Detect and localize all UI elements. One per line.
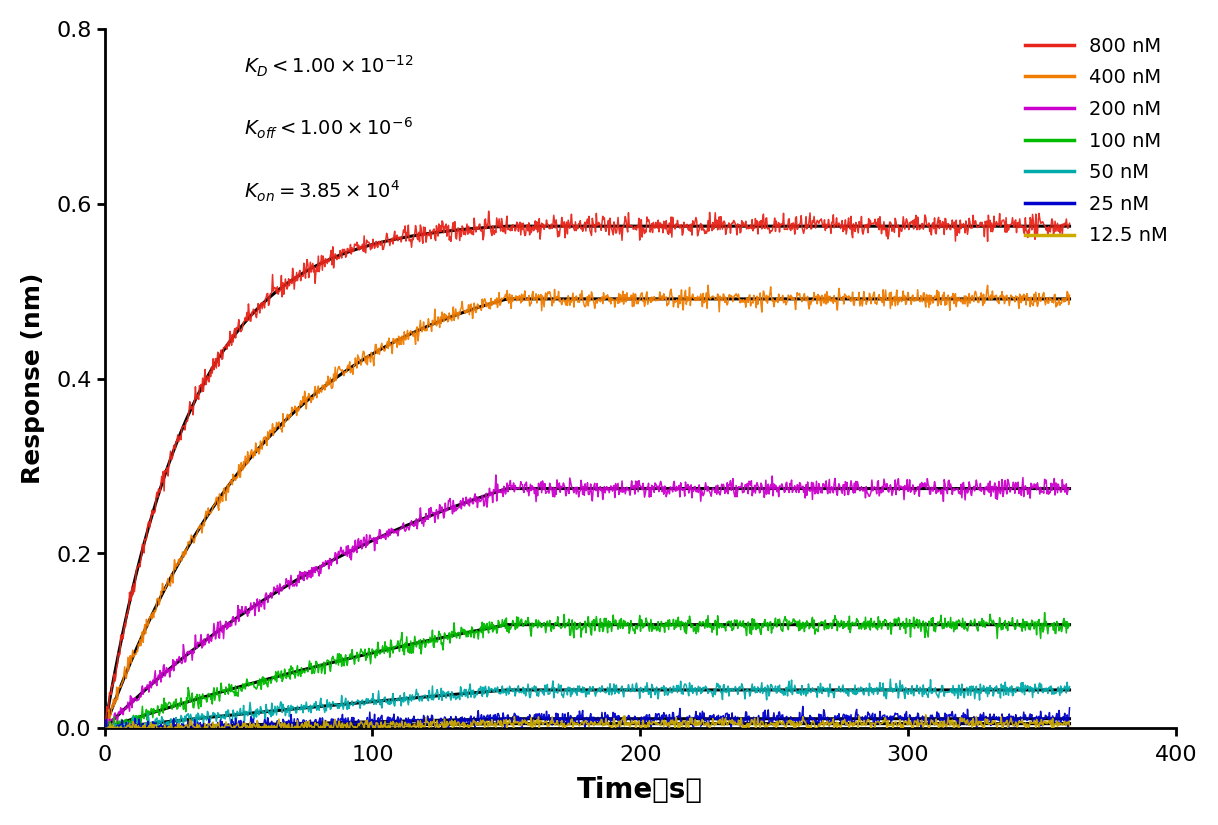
Text: $K_{off}<1.00\times10^{-6}$: $K_{off}<1.00\times10^{-6}$ xyxy=(244,116,413,141)
Text: $K_{on}=3.85\times10^4$: $K_{on}=3.85\times10^4$ xyxy=(244,179,400,205)
Y-axis label: Response (nm): Response (nm) xyxy=(21,273,45,484)
Text: $K_D<1.00\times10^{-12}$: $K_D<1.00\times10^{-12}$ xyxy=(244,54,413,78)
Legend: 800 nM, 400 nM, 200 nM, 100 nM, 50 nM, 25 nM, 12.5 nM: 800 nM, 400 nM, 200 nM, 100 nM, 50 nM, 2… xyxy=(1017,29,1175,253)
X-axis label: Time（s）: Time（s） xyxy=(577,776,703,804)
